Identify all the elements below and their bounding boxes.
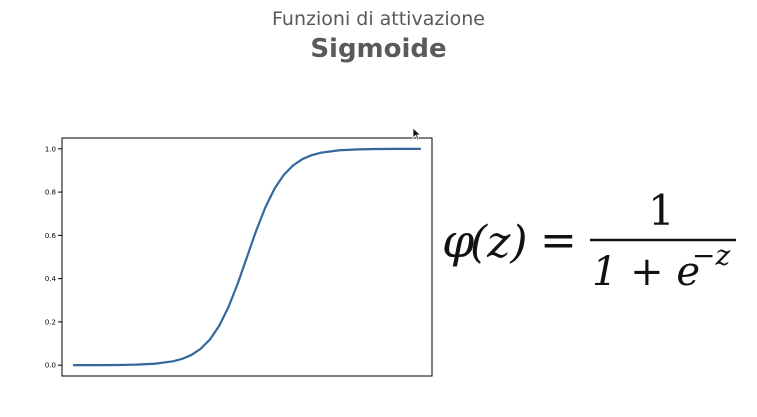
y-tick-label: 0.2 — [45, 318, 56, 326]
sigmoid-chart: 0.0 0.2 0.4 0.6 0.8 1.0 — [45, 137, 433, 377]
formula-denominator-base: 1 + e — [592, 249, 700, 295]
slide-title: Sigmoide — [310, 34, 447, 64]
y-tick-label: 0.4 — [45, 275, 57, 283]
y-tick-label: 0.8 — [45, 189, 56, 197]
y-tick-label: 0.0 — [45, 362, 56, 370]
formula-lhs-func: φ — [442, 214, 475, 268]
sigmoid-series-line — [73, 147, 421, 367]
slide-subtitle: Funzioni di attivazione — [272, 8, 485, 30]
y-tick-label: 1.0 — [45, 145, 56, 153]
sigmoid-formula: φ (z) = 1 1 + e −z — [440, 185, 740, 299]
mouse-cursor-icon — [412, 127, 422, 141]
formula-svg: φ (z) = 1 1 + e −z — [442, 186, 736, 295]
formula-denominator-exponent: −z — [692, 239, 730, 272]
y-axis-ticks: 0.0 0.2 0.4 0.6 0.8 1.0 — [45, 145, 62, 370]
formula-lhs-arg: (z) — [470, 217, 528, 268]
y-tick-label: 0.6 — [45, 232, 57, 240]
formula-numerator: 1 — [648, 186, 675, 235]
formula-equals: = — [540, 215, 577, 266]
series-layer — [73, 147, 421, 367]
